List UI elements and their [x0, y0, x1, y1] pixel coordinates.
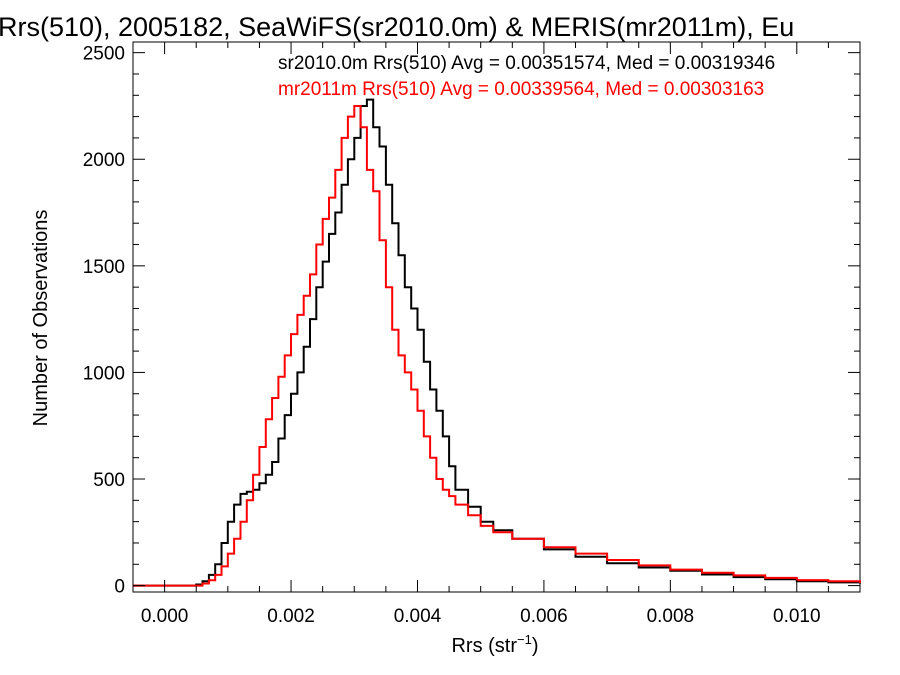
y-tick-label: 500 — [93, 470, 125, 491]
x-axis-title-close: ) — [532, 635, 539, 657]
histogram-series-sr2010 — [133, 98, 861, 587]
x-tick-label: 0.010 — [773, 606, 821, 627]
y-tick-label: 2500 — [83, 44, 125, 65]
y-tick-label: 2000 — [83, 150, 125, 171]
y-axis-title: Number of Observations — [30, 210, 52, 427]
x-tick-label: 0.004 — [394, 606, 442, 627]
legend-entry-sr2010: sr2010.0m Rrs(510) Avg = 0.00351574, Med… — [278, 53, 775, 74]
y-tick-label: 1500 — [83, 257, 125, 278]
chart-title: Rrs(510), 2005182, SeaWiFS(sr2010.0m) & … — [0, 12, 794, 42]
histogram-series-mr2011 — [133, 105, 861, 587]
x-tick-label: 0.002 — [267, 606, 315, 627]
legend-entry-mr2011: mr2011m Rrs(510) Avg = 0.00339564, Med =… — [278, 79, 764, 100]
plot-area: 0.000 0.002 0.004 0.006 0.008 0.010 0 500 1000 15… — [83, 41, 861, 627]
series-layer — [133, 98, 861, 587]
y-tick-label: 1000 — [83, 363, 125, 384]
x-tick-label: 0.000 — [141, 606, 189, 627]
ticks-layer: 0.000 0.002 0.004 0.006 0.008 0.010 0 500 1000 15… — [83, 42, 860, 627]
legend: sr2010.0m Rrs(510) Avg = 0.00351574, Med… — [278, 53, 775, 100]
plot-frame — [132, 41, 861, 593]
x-axis-title-main: Rrs (str — [451, 635, 517, 657]
x-axis-title: Rrs (str−1) — [451, 632, 538, 657]
x-tick-label: 0.006 — [520, 606, 568, 627]
x-tick-label: 0.008 — [647, 606, 695, 627]
x-axis-title-superscript: −1 — [517, 632, 532, 647]
y-tick-label: 0 — [114, 577, 125, 598]
